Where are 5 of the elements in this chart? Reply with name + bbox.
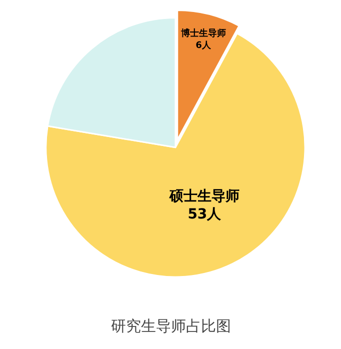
- data-label: 53人: [188, 206, 222, 223]
- slice-label: 硕士生导师: [168, 188, 240, 204]
- data-label: 6人: [196, 40, 212, 51]
- slice-label: 博士生导师: [180, 28, 226, 40]
- text: 研究生导师占比图: [111, 317, 231, 335]
